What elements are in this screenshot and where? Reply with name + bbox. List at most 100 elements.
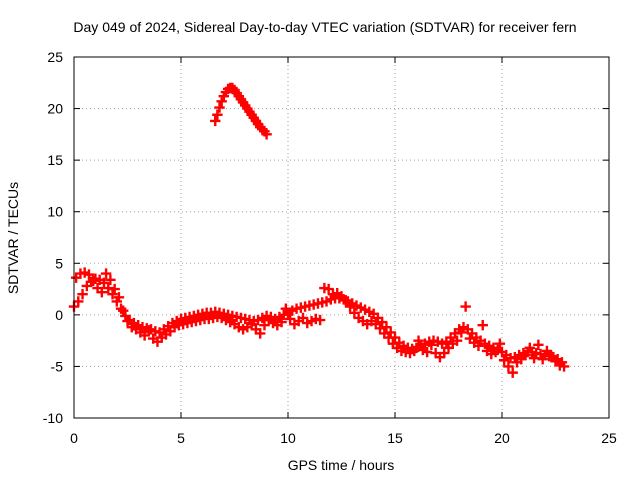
data-point: [250, 324, 262, 335]
data-point: [464, 333, 476, 344]
data-points: [68, 82, 570, 378]
data-point: [546, 350, 557, 362]
y-tick-label: 20: [47, 101, 63, 117]
data-point: [490, 346, 501, 358]
axis-ticks: 0 5 10 15 20 25 -10 -5 0 5 10 15 20 25: [43, 49, 617, 446]
data-point: [83, 269, 95, 280]
data-point: [165, 326, 176, 337]
data-point: [528, 352, 540, 364]
data-point: [473, 340, 484, 351]
data-point: [77, 289, 88, 300]
x-axis-label: GPS time / hours: [288, 457, 395, 473]
data-point: [113, 292, 125, 303]
data-point: [541, 345, 553, 357]
data-point: [105, 274, 116, 285]
data-point: [259, 319, 270, 331]
data-point: [314, 314, 326, 326]
data-point: [383, 332, 394, 343]
x-tick-label: 25: [601, 430, 617, 446]
data-point: [98, 277, 110, 289]
data-point: [477, 319, 488, 331]
data-point: [387, 338, 399, 349]
data-point: [73, 296, 84, 307]
data-point: [323, 283, 334, 295]
data-point: [460, 301, 471, 312]
data-point: [370, 318, 381, 330]
data-point: [143, 325, 155, 336]
data-point: [96, 286, 108, 298]
x-tick-label: 15: [387, 430, 403, 446]
data-point: [88, 275, 99, 287]
data-point: [340, 295, 351, 306]
data-point: [520, 349, 531, 361]
data-point: [430, 347, 441, 359]
data-point: [445, 332, 456, 343]
data-point: [210, 115, 221, 127]
data-point: [503, 361, 514, 372]
y-tick-label: 10: [47, 204, 63, 220]
data-point: [533, 339, 544, 350]
data-point: [280, 303, 292, 314]
series-secondary-scatter: [70, 267, 570, 378]
data-point: [297, 312, 309, 324]
y-tick-label: -5: [51, 358, 64, 374]
chart-title: Day 049 of 2024, Sidereal Day-to-day VTE…: [73, 19, 576, 35]
data-point: [558, 361, 570, 372]
data-point: [336, 291, 347, 302]
y-tick-label: 15: [47, 152, 63, 168]
data-point: [100, 268, 112, 279]
data-point: [254, 328, 266, 339]
data-point: [276, 316, 287, 328]
data-point: [372, 312, 384, 324]
data-point: [379, 328, 390, 339]
data-point: [122, 315, 133, 327]
data-point: [212, 109, 223, 120]
data-point: [344, 301, 356, 312]
data-point: [413, 335, 424, 346]
x-tick-label: 10: [280, 430, 296, 446]
data-point: [139, 330, 150, 341]
y-tick-label: 5: [55, 255, 63, 271]
data-point: [507, 367, 518, 378]
x-tick-label: 5: [177, 430, 185, 446]
data-point: [434, 351, 446, 363]
data-point: [284, 313, 296, 325]
data-point: [498, 355, 510, 366]
data-point: [426, 339, 437, 350]
data-point: [261, 129, 272, 140]
data-point: [421, 346, 433, 358]
plot-frame: [73, 56, 610, 419]
data-point: [118, 305, 129, 316]
data-point: [439, 347, 450, 359]
data-point: [152, 336, 163, 347]
data-point: [92, 282, 103, 294]
data-point: [409, 345, 420, 357]
data-point: [443, 342, 454, 354]
data-point: [81, 280, 93, 292]
x-tick-label: 0: [70, 430, 78, 446]
data-point: [441, 336, 452, 347]
y-tick-label: -10: [43, 410, 63, 426]
data-point: [246, 318, 257, 330]
data-point: [368, 308, 379, 320]
data-point: [462, 324, 473, 335]
data-point: [376, 316, 388, 328]
series-elevated-arc: [210, 82, 272, 140]
y-axis-label: SDTVAR / TECUs: [5, 182, 21, 294]
data-point: [550, 356, 561, 367]
data-point: [109, 283, 120, 295]
data-point: [494, 338, 506, 349]
data-point: [537, 354, 548, 365]
data-point: [524, 342, 536, 354]
data-point: [451, 335, 463, 346]
data-point: [456, 327, 467, 338]
data-point: [70, 272, 82, 283]
data-point: [516, 354, 527, 365]
y-tick-label: 25: [47, 49, 63, 65]
data-point: [374, 323, 386, 334]
y-tick-label: 0: [55, 307, 63, 323]
data-point: [349, 307, 360, 318]
x-tick-label: 20: [494, 430, 510, 446]
data-point: [214, 102, 225, 113]
